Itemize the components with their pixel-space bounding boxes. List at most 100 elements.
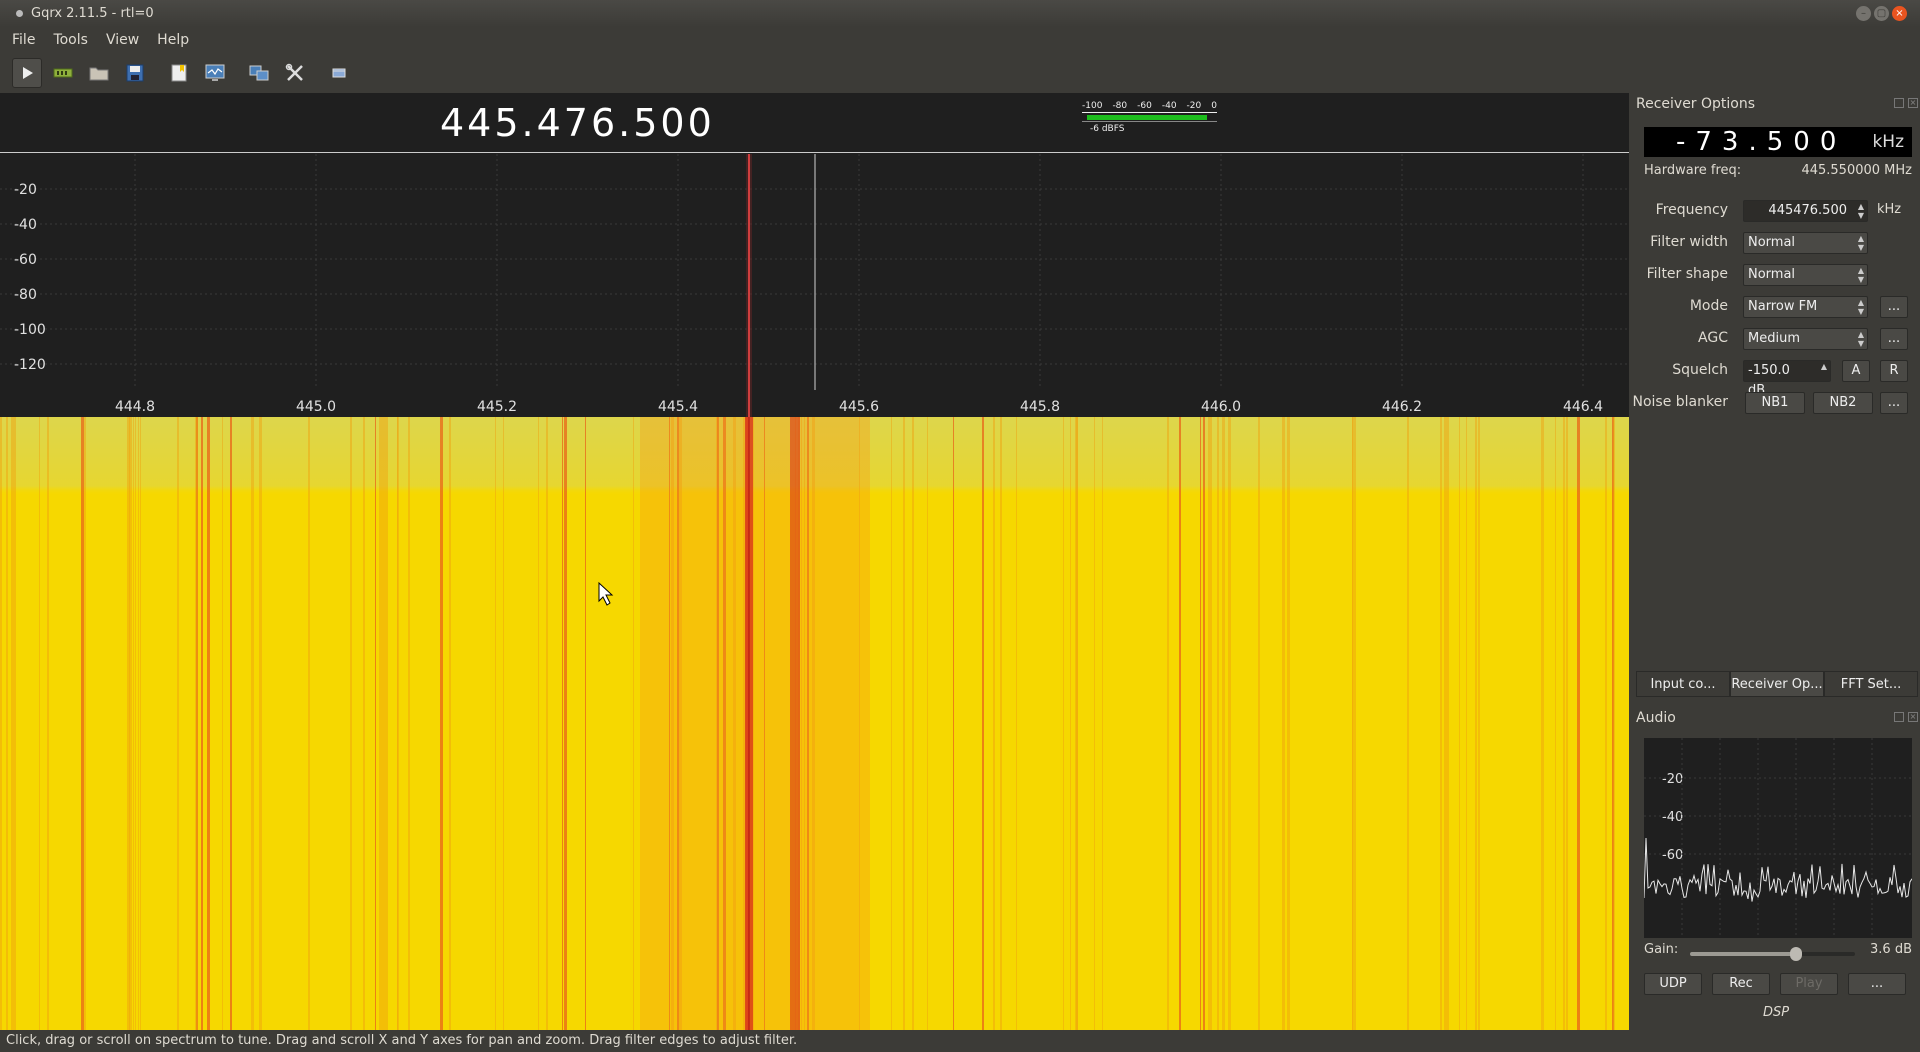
spectrum-x-label: 445.8 (1020, 399, 1060, 415)
remote-control-button[interactable] (200, 58, 230, 88)
hardware-icon (53, 68, 73, 78)
filter-shape-label: Filter shape (1646, 266, 1728, 282)
io-devices-button[interactable] (48, 58, 78, 88)
waterfall-streak (1102, 417, 1103, 1030)
spectrum-y-label: -120 (14, 357, 46, 373)
waterfall-streak (1222, 417, 1225, 1030)
frequency-spinbox[interactable]: 445476.500 ▲ ▼ (1743, 200, 1868, 222)
waterfall-streak (1563, 417, 1565, 1030)
udp-button[interactable]: UDP (1644, 973, 1702, 995)
audio-options-button[interactable]: ... (1848, 973, 1906, 995)
tab-fft-settings[interactable]: FFT Set... (1824, 671, 1918, 697)
waterfall-streak (135, 417, 136, 1030)
float-icon[interactable] (1894, 98, 1904, 108)
filter-width-row: Filter width Normal ▲ ▼ (1632, 232, 1920, 254)
waterfall-streak (11, 417, 13, 1030)
start-dsp-button[interactable] (12, 58, 42, 88)
mode-label: Mode (1689, 298, 1728, 314)
waterfall-streak (953, 417, 954, 1030)
configure-button[interactable] (280, 58, 310, 88)
waterfall-display[interactable] (0, 417, 1629, 1030)
spin-arrows-icon[interactable]: ▲ (1820, 362, 1827, 371)
spectrum-plot[interactable]: -20 -40 -60 -80 -100 -120 444.8 445.0 445.2 445.4… (0, 154, 1629, 418)
waterfall-streak (13, 417, 16, 1030)
waterfall-streak (440, 417, 443, 1030)
waterfall-streak (195, 417, 198, 1030)
spectrum-y-label: -20 (14, 182, 37, 198)
spectrum-x-label: 446.2 (1382, 399, 1422, 415)
waterfall-streak (633, 417, 634, 1030)
audio-dock-title: Audio (1636, 710, 1676, 726)
spin-arrows-icon[interactable]: ▲ ▼ (1857, 202, 1864, 220)
waterfall-streak (1566, 417, 1568, 1030)
play-button[interactable]: Play (1780, 973, 1838, 995)
agc-select[interactable]: Medium ▲ ▼ (1743, 328, 1868, 350)
toggle-panel-button[interactable] (324, 58, 354, 88)
tab-receiver-options[interactable]: Receiver Op... (1730, 671, 1824, 697)
minimize-icon[interactable]: – (1856, 6, 1871, 21)
dsp-label: DSP (1762, 1005, 1790, 1020)
tab-input-controls[interactable]: Input co... (1636, 671, 1730, 697)
spectrum-y-label: -80 (14, 287, 37, 303)
waterfall-streak (1287, 417, 1290, 1030)
squelch-auto-button[interactable]: A (1842, 360, 1870, 382)
nb-options-button[interactable]: ... (1880, 392, 1908, 414)
meter-tick: -100 (1082, 101, 1103, 111)
mode-options-button[interactable]: ... (1880, 296, 1908, 318)
save-settings-button[interactable] (120, 58, 150, 88)
squelch-reset-button[interactable]: R (1880, 360, 1908, 382)
mode-select[interactable]: Narrow FM ▲ ▼ (1743, 296, 1868, 318)
squelch-spinbox[interactable]: -150.0 dB ▲ (1743, 360, 1831, 398)
nb1-button[interactable]: NB1 (1745, 392, 1805, 414)
menu-view[interactable]: View (105, 32, 140, 48)
dxcluster-button[interactable] (244, 58, 274, 88)
record-button[interactable]: Rec (1712, 973, 1770, 995)
waterfall-streak (1200, 417, 1201, 1030)
gain-slider[interactable] (1690, 947, 1855, 961)
bookmarks-button[interactable] (164, 58, 194, 88)
nb2-button[interactable]: NB2 (1813, 392, 1873, 414)
waterfall-streak (1555, 417, 1556, 1030)
waterfall-streak (230, 417, 232, 1030)
frequency-display: 445.476.500 -100 -80 -60 -40 -20 0 -6 dB… (0, 93, 1629, 153)
meter-tick: -20 (1186, 101, 1202, 111)
waterfall-streak (982, 417, 984, 1030)
filter-shape-select[interactable]: Normal ▲ ▼ (1743, 264, 1868, 286)
audio-y-label: -60 (1662, 848, 1683, 863)
window-title: Gqrx 2.11.5 - rtl=0 (31, 6, 154, 21)
waterfall-streak (927, 417, 928, 1030)
close-icon[interactable]: × (1908, 98, 1918, 108)
chevron-updown-icon: ▲ ▼ (1857, 266, 1864, 284)
waterfall-streak (39, 417, 40, 1030)
waterfall-streak (47, 417, 49, 1030)
float-icon[interactable] (1894, 712, 1904, 722)
center-frequency[interactable]: 445.476.500 (440, 101, 715, 145)
gain-slider-handle[interactable] (1789, 947, 1802, 961)
audio-buttons-row: UDP Rec Play ... (1632, 973, 1920, 995)
mouse-cursor-icon (598, 581, 614, 606)
monitor-icon (205, 64, 225, 81)
waterfall-streak (140, 417, 141, 1030)
menu-tools[interactable]: Tools (53, 32, 88, 48)
waterfall-streak (81, 417, 84, 1030)
menu-help[interactable]: Help (157, 32, 190, 48)
menu-file[interactable]: File (12, 32, 36, 48)
maximize-icon[interactable]: ▢ (1874, 6, 1889, 21)
waterfall-streak (1208, 417, 1210, 1030)
close-icon[interactable]: × (1892, 6, 1907, 21)
filter-width-select[interactable]: Normal ▲ ▼ (1743, 232, 1868, 254)
waterfall-streak (449, 417, 451, 1030)
waterfall-streak (891, 417, 892, 1030)
waterfall-streak (912, 417, 914, 1030)
offset-frequency-display[interactable]: -73.500 kHz (1644, 127, 1912, 157)
agc-options-button[interactable]: ... (1880, 328, 1908, 350)
waterfall-streak (1258, 417, 1260, 1030)
status-bar: Click, drag or scroll on spectrum to tun… (6, 1033, 798, 1048)
waterfall-streak (1016, 417, 1017, 1030)
waterfall-streak (0, 417, 2, 1030)
toolbar (0, 55, 1920, 91)
waterfall-streak (363, 417, 365, 1030)
close-icon[interactable]: × (1908, 712, 1918, 722)
waterfall-streak (538, 417, 539, 1030)
open-settings-button[interactable] (84, 58, 114, 88)
